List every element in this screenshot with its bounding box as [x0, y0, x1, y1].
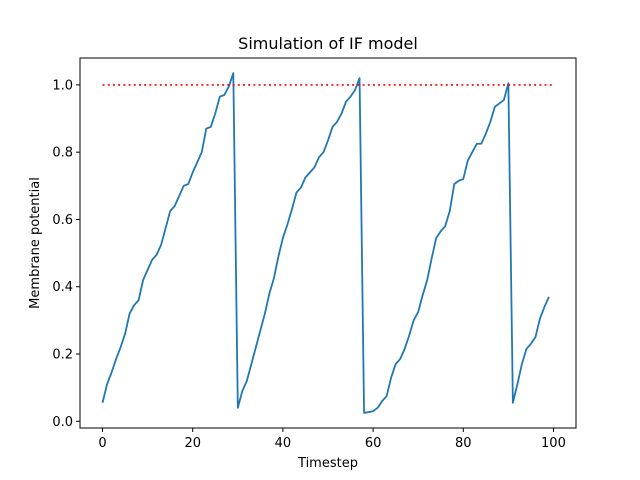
plot-area	[101, 72, 554, 414]
x-tick-label: 0	[98, 436, 106, 451]
x-tick-label: 20	[184, 436, 201, 451]
series-line	[101, 72, 550, 414]
x-tick-label: 80	[455, 436, 472, 451]
axes-frame	[79, 57, 577, 429]
x-tick-label: 60	[365, 436, 382, 451]
x-tick-label: 40	[275, 436, 292, 451]
y-tick-label: 0.2	[52, 348, 73, 363]
x-axis-label: Timestep	[297, 456, 358, 471]
x-tick-label: 100	[541, 436, 566, 451]
y-tick-label: 1.0	[52, 78, 73, 93]
chart-title: Simulation of IF model	[238, 34, 418, 53]
y-tick-label: 0.8	[52, 146, 73, 161]
y-axis-label: Membrane potential	[28, 177, 43, 309]
y-tick-label: 0.6	[52, 213, 73, 228]
y-tick-label: 0.0	[52, 415, 73, 430]
axes: 0 20 40 60 80 100 0.0 0.2 0.4 0.6 0.8 1.0	[52, 57, 577, 451]
y-tick-label: 0.4	[52, 280, 73, 295]
